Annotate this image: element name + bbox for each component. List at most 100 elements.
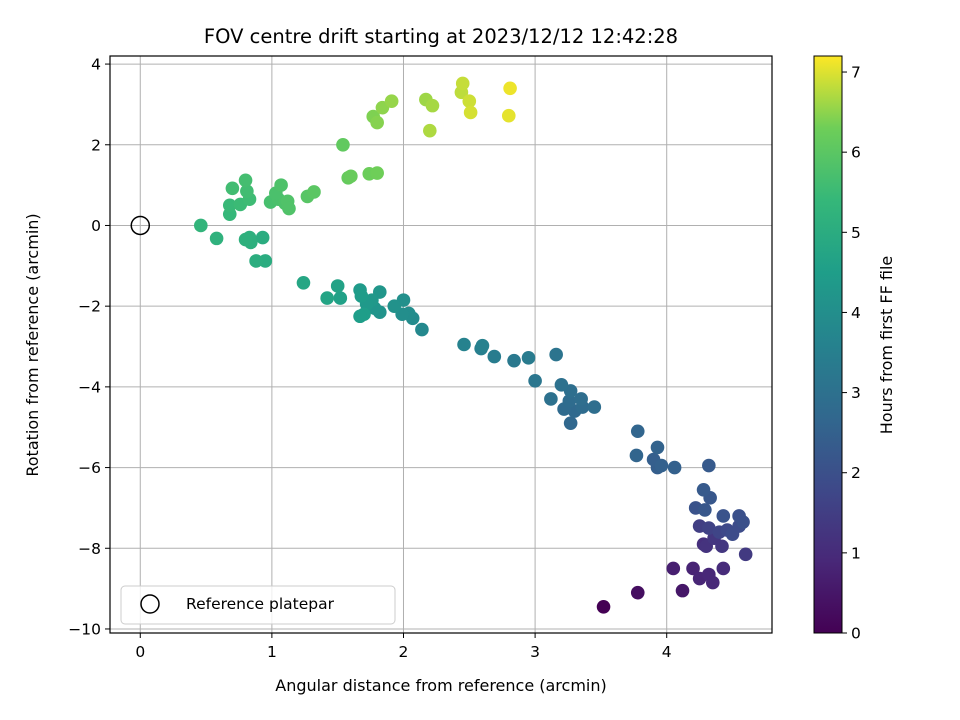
colorbar-tick-label: 5 (851, 224, 861, 242)
data-point (738, 547, 753, 562)
data-point (425, 98, 440, 113)
data-point (503, 81, 517, 96)
data-point (528, 374, 542, 388)
data-point (354, 289, 369, 303)
data-point (320, 291, 334, 305)
data-point (654, 458, 669, 473)
data-point (344, 169, 358, 184)
x-tick-label: 4 (662, 643, 672, 661)
data-point (333, 291, 348, 305)
data-point (732, 509, 746, 523)
grid-lines (110, 56, 772, 633)
data-point (296, 275, 311, 290)
data-point (574, 392, 588, 406)
data-point (282, 201, 296, 216)
legend: Reference platepar (120, 585, 396, 625)
data-point (596, 599, 611, 614)
colorbar: 0 1 2 3 4 5 6 7 Hours from first FF file (813, 55, 896, 643)
data-point (702, 521, 716, 535)
y-tick-label: 0 (91, 217, 101, 235)
data-point (698, 503, 712, 517)
data-point (384, 94, 399, 108)
plot-frame (109, 55, 773, 634)
data-point (544, 392, 558, 406)
data-point (194, 218, 208, 233)
x-axis-ticks: 0 1 2 3 4 (135, 633, 672, 661)
y-tick-label: −4 (78, 378, 101, 396)
data-point (630, 585, 645, 600)
data-point (274, 178, 288, 192)
colorbar-label: Hours from first FF file (877, 256, 896, 435)
data-point (630, 424, 645, 439)
data-point (336, 137, 350, 152)
legend-reference-icon (140, 594, 160, 614)
data-point (675, 583, 690, 598)
data-point (487, 349, 502, 364)
data-point (249, 254, 263, 268)
data-point (667, 460, 682, 475)
colorbar-tick-label: 3 (851, 384, 861, 402)
data-point (353, 309, 367, 324)
colorbar-tick-label: 4 (851, 304, 861, 322)
y-axis-ticks: −10 −8 −6 −4 −2 0 2 4 (68, 56, 110, 638)
data-point (225, 181, 240, 196)
legend-box (120, 585, 396, 625)
data-point (370, 166, 384, 180)
data-point (462, 94, 477, 108)
data-point (549, 347, 563, 362)
colorbar-tick-label: 7 (851, 64, 861, 82)
data-point (686, 561, 700, 576)
data-point (650, 440, 665, 455)
data-point (415, 322, 429, 337)
data-point (507, 353, 521, 368)
y-tick-label: −8 (78, 540, 101, 558)
x-axis-label: Angular distance from reference (arcmin) (275, 676, 606, 695)
data-point (501, 108, 516, 123)
data-point (716, 509, 731, 523)
y-tick-label: 4 (91, 56, 101, 74)
data-point (463, 105, 478, 120)
data-point (330, 279, 345, 293)
x-tick-label: 2 (399, 643, 409, 661)
y-tick-label: −2 (78, 298, 101, 316)
data-point (457, 337, 471, 352)
data-points (194, 76, 753, 614)
y-tick-label: 2 (91, 136, 101, 154)
data-point (696, 482, 711, 497)
data-point (423, 123, 437, 138)
data-point (563, 416, 578, 430)
chart-title: FOV centre drift starting at 2023/12/12 … (204, 25, 678, 48)
data-point (702, 458, 716, 473)
colorbar-gradient (813, 55, 843, 634)
data-point (222, 198, 237, 213)
x-tick-label: 0 (135, 643, 145, 661)
data-point (209, 231, 224, 246)
y-tick-label: −6 (78, 459, 101, 477)
reference-marker (130, 215, 151, 236)
data-point (521, 351, 536, 365)
colorbar-tick-label: 6 (851, 144, 861, 162)
colorbar-tick-label: 2 (851, 464, 861, 482)
legend-label: Reference platepar (186, 595, 335, 613)
data-point (238, 232, 253, 247)
data-point (370, 115, 384, 130)
data-point (716, 561, 731, 576)
y-axis-label: Rotation from reference (arcmin) (23, 213, 42, 476)
data-point (666, 561, 681, 576)
colorbar-tick-label: 1 (851, 544, 861, 562)
data-point (307, 185, 321, 199)
data-point (455, 76, 470, 91)
x-tick-label: 1 (267, 643, 277, 661)
data-point (387, 299, 402, 313)
data-point (238, 173, 253, 188)
colorbar-tick-label: 0 (851, 625, 861, 643)
data-point (240, 184, 254, 198)
data-point (715, 539, 729, 554)
data-point (562, 394, 577, 408)
data-point (629, 448, 644, 463)
data-point (705, 575, 720, 590)
data-point (475, 338, 490, 353)
x-tick-label: 3 (530, 643, 540, 661)
data-point (554, 378, 569, 392)
